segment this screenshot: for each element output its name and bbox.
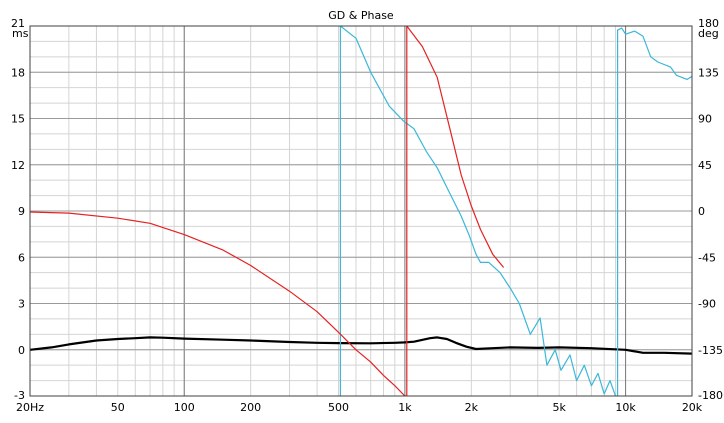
- x-tick-label: 10k: [615, 401, 636, 414]
- tick-labels: 20Hz 50 100 200 500 1k 2k 5k 10k 20k 21 18 15 12 9 6 3 0 -…: [11, 17, 723, 414]
- major-gridlines: [30, 25, 692, 397]
- x-tick-label: 500: [328, 401, 349, 414]
- plot-frame: [29, 25, 693, 397]
- chart-title: GD & Phase: [328, 9, 394, 22]
- y-right-tick-label: -180: [698, 389, 723, 402]
- series-line-phase-cyan: [339, 26, 692, 396]
- y-right-tick-label: -90: [698, 298, 716, 311]
- y-right-tick-label: 135: [698, 66, 719, 79]
- x-tick-label: 5k: [552, 401, 566, 414]
- y-left-tick-label: 15: [11, 113, 25, 126]
- x-tick-label: 2k: [465, 401, 479, 414]
- y-right-tick-label: 180: [698, 17, 719, 30]
- y-left-tick-label: -3: [14, 389, 25, 402]
- x-tick-label: 100: [174, 401, 195, 414]
- y-left-tick-label: 9: [18, 205, 25, 218]
- y-right-tick-label: -45: [698, 251, 716, 264]
- x-tick-label: 20Hz: [16, 401, 44, 414]
- y-right-tick-label: 45: [698, 159, 712, 172]
- x-tick-label: 50: [111, 401, 125, 414]
- y-left-tick-label: 6: [18, 251, 25, 264]
- series-line-group-delay: [30, 336, 692, 355]
- right-unit-label: deg: [698, 27, 719, 40]
- x-tick-label: 20k: [682, 401, 703, 414]
- series-layer: [30, 26, 692, 396]
- y-left-tick-label: 3: [18, 298, 25, 311]
- y-left-tick-label: 0: [18, 344, 25, 357]
- y-left-tick-label: 21: [11, 17, 25, 30]
- y-right-tick-label: -135: [698, 344, 723, 357]
- x-tick-label: 1k: [398, 401, 412, 414]
- y-right-tick-label: 90: [698, 113, 712, 126]
- x-tick-label: 200: [240, 401, 261, 414]
- series-line-phase-red: [30, 26, 505, 396]
- y-left-tick-label: 12: [11, 159, 25, 172]
- y-right-tick-label: 0: [698, 205, 705, 218]
- y-left-tick-label: 18: [11, 66, 25, 79]
- left-unit-label: ms: [12, 27, 29, 40]
